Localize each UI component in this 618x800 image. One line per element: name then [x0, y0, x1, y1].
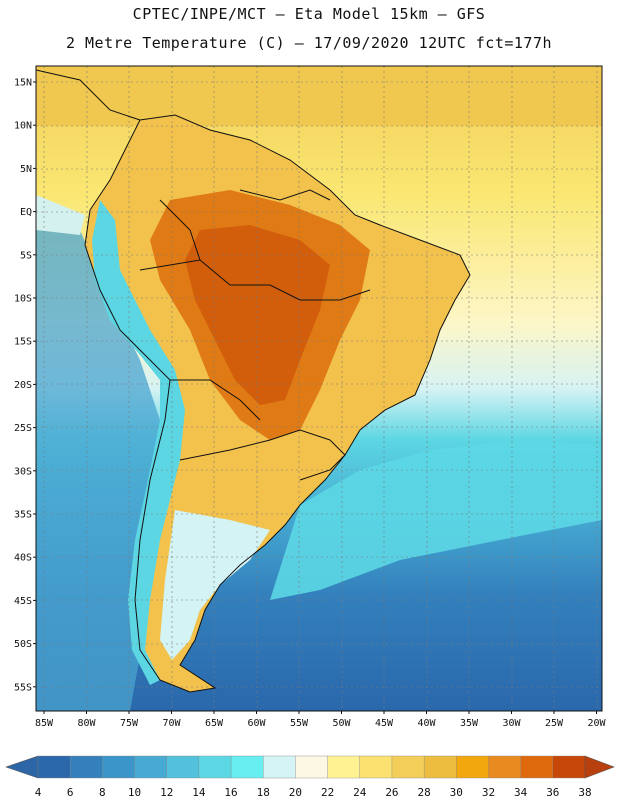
- lat-label: 20S: [14, 380, 32, 391]
- colorbar-swatch: [359, 755, 393, 779]
- lat-label: 50S: [14, 639, 32, 650]
- lat-label: 15N: [14, 78, 32, 89]
- lat-label: 35S: [14, 510, 32, 521]
- colorbar-swatch: [134, 755, 168, 779]
- colorbar-swatch: [230, 755, 264, 779]
- colorbar-label: 32: [482, 786, 495, 799]
- lon-label: 85W: [35, 718, 54, 729]
- colorbar-label: 18: [257, 786, 270, 799]
- colorbar-label: 6: [67, 786, 74, 799]
- colorbar-swatch: [327, 755, 361, 779]
- lon-label: 80W: [77, 718, 96, 729]
- colorbar-swatch: [102, 755, 136, 779]
- south-atlantic-plume: [270, 440, 602, 600]
- colorbar-swatch: [423, 755, 457, 779]
- lat-label: 30S: [14, 466, 32, 477]
- caribbean-warm: [36, 66, 602, 126]
- colorbar-swatch: [552, 755, 586, 779]
- lon-label: 75W: [120, 718, 139, 729]
- colorbar-label: 30: [450, 786, 463, 799]
- lon-label: 60W: [247, 718, 266, 729]
- lon-label: 35W: [460, 718, 479, 729]
- lat-label: 45S: [14, 596, 32, 607]
- colorbar-label: 36: [546, 786, 559, 799]
- lon-label: 20W: [587, 718, 606, 729]
- lat-label: 5S: [20, 250, 32, 261]
- interior-hottest: [185, 225, 330, 405]
- lon-label: 40W: [417, 718, 436, 729]
- title-line-2: 2 Metre Temperature (C) – 17/09/2020 12U…: [65, 34, 553, 52]
- colorbar-swatch: [391, 755, 425, 779]
- colorbar-swatch: [198, 755, 232, 779]
- plot-frame: [35, 65, 603, 712]
- graticule: [36, 66, 602, 711]
- lon-label: 30W: [502, 718, 521, 729]
- lon-label: 25W: [545, 718, 564, 729]
- colorbar-swatch: [520, 755, 554, 779]
- colorbar-label: 24: [353, 786, 367, 799]
- lat-label: 55S: [14, 682, 32, 693]
- colorbar-high-arrow: [584, 755, 615, 779]
- colorbar-label: 12: [160, 786, 173, 799]
- lat-label: EQ: [20, 207, 32, 218]
- colorbar-low-arrow: [5, 755, 39, 779]
- pacific-warm-edge: [36, 195, 85, 235]
- colorbar-swatch: [488, 755, 522, 779]
- colorbar-label: 28: [417, 786, 430, 799]
- lat-label: 5N: [20, 164, 32, 175]
- colorbar-swatch: [456, 755, 489, 779]
- lat-label: 40S: [14, 553, 32, 564]
- lat-label: 10S: [14, 294, 32, 305]
- colorbar-label: 20: [289, 786, 302, 799]
- lon-label: 70W: [162, 718, 181, 729]
- colorbar-label: 8: [99, 786, 106, 799]
- country-borders: [36, 69, 471, 693]
- colorbar-label: 22: [321, 786, 334, 799]
- colorbar-swatch: [166, 755, 200, 779]
- colorbar-label: 38: [578, 786, 591, 799]
- colorbar-label: 10: [128, 786, 141, 799]
- lat-label: 10N: [14, 121, 32, 132]
- colorbar-label: 16: [224, 786, 237, 799]
- title-line-1: CPTEC/INPE/MCT – Eta Model 15km – GFS: [132, 5, 486, 23]
- lon-label: 55W: [290, 718, 309, 729]
- colorbar-label: 4: [35, 786, 42, 799]
- lat-label: 15S: [14, 337, 32, 348]
- colorbar-label: 34: [514, 786, 528, 799]
- lat-label: 25S: [14, 423, 32, 434]
- colorbar-label: 26: [385, 786, 398, 799]
- colorbar-swatch: [295, 755, 329, 779]
- lon-label: 45W: [375, 718, 394, 729]
- colorbar-label: 14: [192, 786, 206, 799]
- colorbar-swatch: [263, 755, 296, 779]
- colorbar-swatch: [37, 755, 71, 779]
- lon-label: 65W: [205, 718, 224, 729]
- colorbar-swatch: [69, 755, 103, 779]
- patagonia-pale: [160, 510, 270, 660]
- lon-label: 50W: [332, 718, 351, 729]
